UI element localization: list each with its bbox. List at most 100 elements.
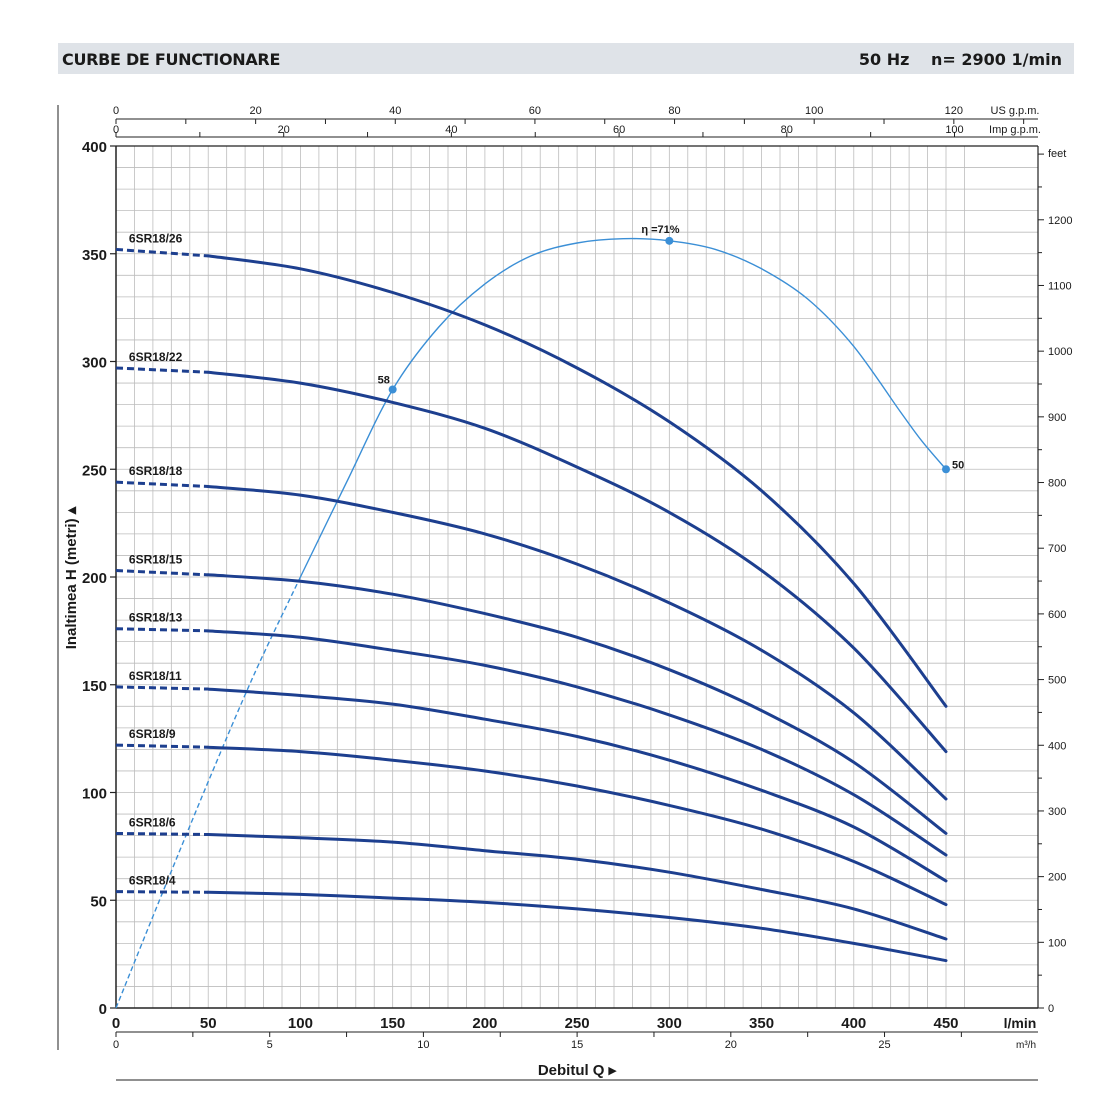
x-axis-title: Debitul Q ▸ [538, 1062, 618, 1079]
series-label: 6SR18/15 [129, 553, 183, 567]
y-tick-label: 400 [82, 139, 107, 156]
efficiency-marker [942, 465, 950, 474]
m3h-tick-label: 5 [267, 1039, 273, 1051]
imp-gpm-unit-label: Imp g.p.m. [989, 124, 1041, 136]
us-gpm-tick-label: 120 [945, 105, 963, 117]
efficiency-marker [665, 236, 674, 245]
feet-tick-label: 800 [1048, 478, 1066, 490]
y-tick-label: 250 [82, 462, 107, 479]
imp-gpm-tick-label: 40 [445, 124, 457, 136]
series-curve [206, 833, 948, 941]
us-gpm-tick-label: 60 [529, 105, 541, 117]
us-gpm-tick-label: 40 [389, 105, 401, 117]
series-curve-dashed [115, 685, 209, 691]
us-gpm-tick-label: 20 [250, 105, 262, 117]
y-tick-label: 50 [90, 893, 107, 910]
speed-label: n= 2900 1/min [931, 50, 1062, 69]
y-tick-label: 0 [99, 1001, 107, 1018]
efficiency-marker-label: 50 [952, 459, 964, 471]
imp-gpm-tick-label: 20 [278, 124, 290, 136]
feet-tick-label: 200 [1048, 872, 1066, 884]
series-label: 6SR18/13 [129, 611, 183, 625]
efficiency-marker [388, 385, 397, 394]
feet-tick-label: 300 [1048, 806, 1066, 818]
series-curve-dashed [115, 831, 209, 837]
us-gpm-unit-label: US g.p.m. [991, 105, 1040, 117]
efficiency-curve-solid [299, 237, 947, 578]
imp-gpm-tick-label: 60 [613, 124, 625, 136]
x-tick-label: 100 [288, 1015, 313, 1032]
series-label: 6SR18/26 [129, 231, 183, 245]
x-tick-label: 200 [472, 1015, 497, 1032]
series-curve [206, 890, 948, 963]
feet-tick-label: 500 [1048, 675, 1066, 687]
feet-tick-label: 700 [1048, 543, 1066, 555]
us-gpm-tick-label: 80 [668, 105, 680, 117]
labels: 6SR18/26 6SR18/22 6SR18/18 6SR18/15 6SR18/13… [129, 231, 183, 887]
series-curve [206, 370, 948, 754]
series-curve [206, 254, 948, 708]
grid [116, 146, 1038, 1008]
frequency-label: 50 Hz [858, 50, 910, 69]
header-bar [58, 43, 1074, 74]
series-curve-dashed [115, 366, 209, 374]
series-curve [206, 573, 948, 835]
x-tick-label: 50 [200, 1015, 217, 1032]
x-tick-label: 0 [112, 1015, 120, 1032]
us-gpm-tick-label: 0 [113, 105, 119, 117]
y-tick-label: 350 [82, 247, 107, 264]
x-tick-label: 150 [380, 1015, 405, 1032]
y-tick-label: 100 [82, 786, 107, 803]
series-curves [115, 247, 948, 963]
x-tick-label: 300 [657, 1015, 682, 1032]
series-label: 6SR18/9 [129, 727, 176, 741]
series-label: 6SR18/22 [129, 350, 183, 364]
series-curve [206, 485, 948, 801]
series-curve [206, 629, 948, 857]
series-curve-dashed [115, 480, 209, 488]
feet-tick-label: 1000 [1048, 346, 1072, 358]
feet-tick-label: 100 [1048, 937, 1066, 949]
efficiency-curve-dashed [115, 576, 302, 1009]
x-tick-label: 400 [841, 1015, 866, 1032]
y-axis-title: Inaltimea H (metri) ▴ [63, 506, 80, 649]
page-title: CURBE DE FUNCTIONARE [62, 50, 281, 69]
us-gpm-tick-label: 100 [805, 105, 823, 117]
m3h-tick-label: 25 [878, 1039, 890, 1051]
series-curve-dashed [115, 569, 209, 577]
x-tick-label: 250 [565, 1015, 590, 1032]
x-unit-label: l/min [1004, 1015, 1037, 1031]
x-tick-label: 350 [749, 1015, 774, 1032]
series-curve-dashed [115, 743, 209, 749]
feet-unit-label: feet [1048, 148, 1066, 160]
imp-gpm-tick-label: 100 [945, 124, 963, 136]
series-label: 6SR18/6 [129, 815, 176, 829]
series-label: 6SR18/4 [129, 874, 176, 888]
efficiency-curve: 58 η =71% 50 [115, 224, 964, 1009]
series-curve [206, 687, 948, 883]
feet-tick-label: 900 [1048, 412, 1066, 424]
x-tick-label: 450 [933, 1015, 958, 1032]
series-curve-dashed [115, 890, 209, 894]
series-curve [206, 745, 948, 907]
feet-tick-label: 600 [1048, 609, 1066, 621]
m3h-tick-label: 0 [113, 1039, 119, 1051]
m3h-tick-label: 15 [571, 1039, 583, 1051]
series-curve-dashed [115, 247, 209, 258]
efficiency-marker-label: 58 [378, 375, 390, 387]
y-tick-label: 200 [82, 570, 107, 587]
m3h-tick-label: 10 [417, 1039, 429, 1051]
feet-tick-label: 1200 [1048, 215, 1072, 227]
series-curve-dashed [115, 627, 209, 633]
efficiency-marker-label: η =71% [641, 224, 679, 236]
y-tick-label: 300 [82, 355, 107, 372]
imp-gpm-tick-label: 80 [781, 124, 793, 136]
m3h-unit-label: m³/h [1016, 1040, 1036, 1051]
y-tick-label: 150 [82, 678, 107, 695]
series-label: 6SR18/18 [129, 464, 183, 478]
header-specs: 50 Hz n= 2900 1/min [843, 50, 1062, 69]
imp-gpm-tick-label: 0 [113, 124, 119, 136]
feet-tick-label: 0 [1048, 1003, 1054, 1015]
